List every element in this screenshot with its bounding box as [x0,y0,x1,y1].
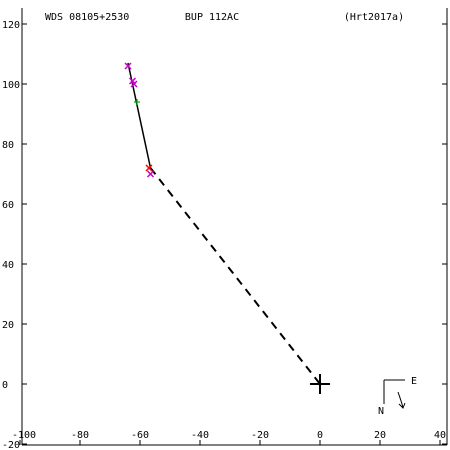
y-tick-label-5: 80 [2,140,14,151]
x-tick-label-6: 20 [374,430,386,441]
y-tick-label-0: -20 [2,440,20,450]
x-tick-label-2: -60 [131,430,149,441]
observation-x-b-5 [146,170,155,178]
dashed-orbit-segment [149,167,321,385]
observation-x-b-0 [124,62,132,70]
x-tick-label-3: -40 [191,430,209,441]
x-tick-label-0: -100 [12,430,36,441]
x-tick-label-7: 40 [434,430,446,441]
header-left: WDS 08105+2530 [45,12,129,23]
y-tick-label-2: 20 [2,320,14,331]
compass-east-label: E [411,376,417,387]
compass-north-label: N [378,406,384,417]
header-center: BUP 112AC [185,12,239,23]
y-tick-label-4: 60 [2,200,14,211]
observation-x-b-4 [145,164,153,172]
y-tick-label-6: 100 [2,80,20,91]
observation-x-b-1 [128,77,137,85]
y-tick-label-7: 120 [2,20,20,31]
y-tick-label-3: 40 [2,260,14,271]
x-tick-label-1: -80 [71,430,89,441]
motion-arrow-curve [397,391,404,409]
header-right: (Hrt2017a) [344,12,404,23]
x-tick-label-4: -20 [251,430,269,441]
x-tick-label-5: 0 [317,430,323,441]
y-tick-label-1: 0 [2,380,8,391]
observation-x-b-2 [130,80,138,88]
motion-arrow-head [398,402,406,409]
